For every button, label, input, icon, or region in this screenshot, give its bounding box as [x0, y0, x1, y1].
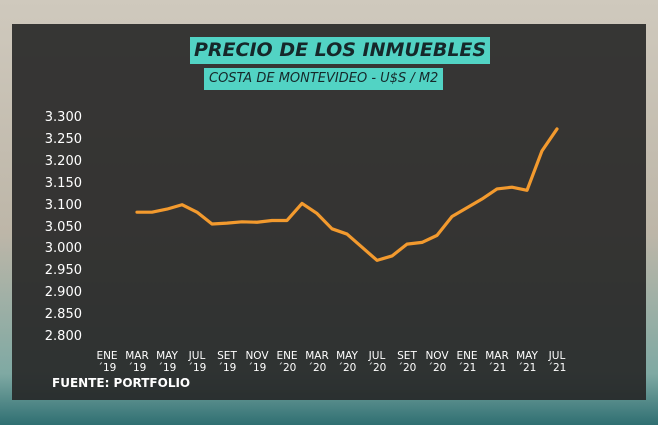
x-tick-label: MAY ´21	[516, 350, 538, 374]
y-tick-label: 3.300	[44, 110, 82, 125]
y-tick-label: 3.150	[44, 175, 82, 191]
y-tick-label: 3.050	[44, 219, 82, 235]
y-tick-label: 2.950	[44, 263, 82, 279]
source-note: FUENTE: PORTFOLIO	[52, 376, 191, 390]
chart-title: PRECIO DE LOS INMUEBLES	[190, 37, 491, 64]
y-tick-label: 2.800	[44, 329, 82, 344]
x-tick-label: JUL ´19	[187, 350, 207, 374]
x-tick-label: ENE ´21	[456, 350, 478, 374]
x-tick-label: JUL ´21	[547, 350, 567, 374]
x-tick-label: NOV ´20	[425, 350, 449, 374]
y-tick-label: 2.900	[44, 285, 82, 301]
x-tick-label: ENE ´19	[96, 350, 118, 374]
x-tick-label: ENE ´20	[276, 350, 298, 374]
x-tick-label: SET ´19	[217, 350, 237, 374]
x-tick-label: JUL ´20	[367, 350, 387, 374]
x-tick-label: MAY ´19	[156, 350, 178, 374]
price-line	[135, 127, 559, 262]
x-tick-label: MAR ´21	[485, 350, 509, 374]
x-tick-label: MAR ´19	[125, 350, 149, 374]
y-tick-label: 3.200	[44, 153, 82, 169]
y-tick-label: 3.250	[44, 131, 82, 147]
x-tick-label: SET ´20	[397, 350, 417, 374]
x-tick-label: MAY ´20	[336, 350, 358, 374]
x-tick-label: MAR ´20	[305, 350, 329, 374]
x-tick-label: NOV ´19	[245, 350, 269, 374]
y-tick-label: 3.100	[44, 197, 82, 213]
y-tick-label: 2.850	[44, 307, 82, 323]
y-tick-label: 3.000	[44, 241, 82, 257]
chart-subtitle: COSTA DE MONTEVIDEO - U$S / M2	[204, 68, 444, 90]
